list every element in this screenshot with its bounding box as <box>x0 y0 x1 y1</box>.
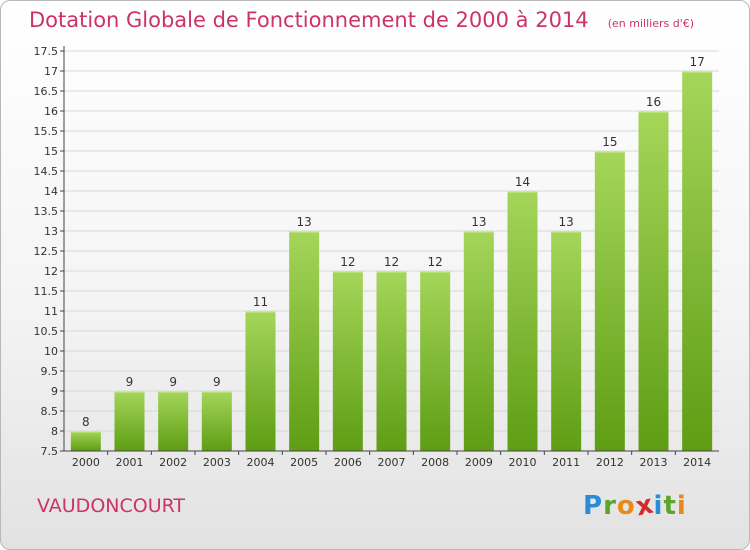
y-tick-label: 13.5 <box>34 205 59 218</box>
y-tick-label: 12 <box>44 265 58 278</box>
x-tick-label-2006: 2006 <box>334 456 362 469</box>
bar-highlight <box>682 71 713 73</box>
y-tick-label: 13 <box>44 225 58 238</box>
bar-highlight <box>158 391 189 393</box>
value-label-2001: 9 <box>126 375 134 389</box>
logo-letter: i <box>653 491 664 521</box>
bar-2014 <box>682 71 713 451</box>
value-label-2004: 11 <box>253 295 268 309</box>
bar-highlight <box>463 231 494 233</box>
value-label-2011: 13 <box>559 215 574 229</box>
x-tick-label-2000: 2000 <box>72 456 100 469</box>
x-tick-label-2011: 2011 <box>552 456 580 469</box>
bar-2001 <box>114 391 145 451</box>
bar-2005 <box>289 231 320 451</box>
y-tick-label: 9 <box>51 385 58 398</box>
x-tick-label-2014: 2014 <box>683 456 711 469</box>
value-labels: 8 9 9 9 11 13 12 12 12 13 14 13 15 16 17 <box>82 55 705 429</box>
y-tick-label: 15 <box>44 145 58 158</box>
bar-highlight <box>507 191 538 193</box>
bar-2012 <box>594 151 625 451</box>
y-tick-label: 15.5 <box>34 125 59 138</box>
bar-highlight <box>201 391 232 393</box>
y-tick-label: 14 <box>44 185 58 198</box>
x-tick-label-2012: 2012 <box>596 456 624 469</box>
y-tick-label: 10.5 <box>34 325 59 338</box>
y-tick-label: 7.5 <box>41 445 59 458</box>
y-tick-label: 11.5 <box>34 285 59 298</box>
y-tick-label: 16.5 <box>34 85 59 98</box>
value-label-2005: 13 <box>297 215 312 229</box>
bar-2010 <box>507 191 538 451</box>
value-label-2003: 9 <box>213 375 221 389</box>
logo-letter: i <box>676 491 687 521</box>
bar-highlight <box>638 111 669 113</box>
bar-highlight <box>420 271 451 273</box>
bar-2006 <box>332 271 363 451</box>
bar-2009 <box>463 231 494 451</box>
commune-name: VAUDONCOURT <box>37 495 186 517</box>
y-tick-label: 12.5 <box>34 245 59 258</box>
x-tick-label-2008: 2008 <box>421 456 449 469</box>
y-tick-label: 17 <box>44 65 58 78</box>
title-row: Dotation Globale de Fonctionnement de 20… <box>29 8 694 32</box>
x-tick-label-2010: 2010 <box>509 456 537 469</box>
bar-highlight <box>114 391 145 393</box>
bar-highlight <box>551 231 582 233</box>
value-label-2002: 9 <box>169 375 177 389</box>
bar-2013 <box>638 111 669 451</box>
value-label-2014: 17 <box>690 55 705 69</box>
value-label-2010: 14 <box>515 175 530 189</box>
bar-highlight <box>70 431 101 433</box>
bar-2008 <box>420 271 451 451</box>
logo-letter: t <box>663 491 677 521</box>
y-tick-label: 8 <box>51 425 58 438</box>
value-label-2009: 13 <box>471 215 486 229</box>
value-label-2008: 12 <box>428 255 443 269</box>
bar-highlight <box>376 271 407 273</box>
bar-2002 <box>158 391 189 451</box>
x-tick-label-2004: 2004 <box>247 456 275 469</box>
value-label-2006: 12 <box>340 255 355 269</box>
bar-highlight <box>332 271 363 273</box>
x-tick-label-2002: 2002 <box>159 456 187 469</box>
x-tick-label-2003: 2003 <box>203 456 231 469</box>
chart-title: Dotation Globale de Fonctionnement de 20… <box>29 8 589 32</box>
bar-highlight <box>594 151 625 153</box>
x-tick-label-2013: 2013 <box>640 456 668 469</box>
x-tick-label-2001: 2001 <box>116 456 144 469</box>
y-tick-label: 10 <box>44 345 58 358</box>
bar-2000 <box>70 431 101 451</box>
logo-letter: P <box>583 491 604 521</box>
y-axis-ticks: 7.5 8 8.5 9 9.5 10 10.5 11 11.5 12 12.5 13 13.5 14 14.… <box>34 45 64 458</box>
x-tick-label-2005: 2005 <box>290 456 318 469</box>
logo-letter: o <box>616 491 636 521</box>
x-axis-ticks: 2000 2001 2002 2003 2004 2005 2006 2007 2008 2009… <box>72 451 711 469</box>
bar-2003 <box>201 391 232 451</box>
bar-highlight <box>289 231 320 233</box>
value-label-2007: 12 <box>384 255 399 269</box>
proxiti-logo: Proxiti <box>583 489 687 522</box>
y-tick-label: 8.5 <box>41 405 59 418</box>
bars <box>70 71 713 451</box>
bar-2007 <box>376 271 407 451</box>
value-label-2000: 8 <box>82 415 90 429</box>
value-label-2012: 15 <box>602 135 617 149</box>
value-label-2013: 16 <box>646 95 661 109</box>
y-tick-label: 14.5 <box>34 165 59 178</box>
chart-subtitle: (en milliers d'€) <box>607 17 695 30</box>
bar-2004 <box>245 311 276 451</box>
y-tick-label: 9.5 <box>41 365 59 378</box>
x-tick-label-2009: 2009 <box>465 456 493 469</box>
y-tick-label: 11 <box>44 305 58 318</box>
logo-letter: r <box>603 491 617 521</box>
x-tick-label-2007: 2007 <box>378 456 406 469</box>
bar-2011 <box>551 231 582 451</box>
bar-highlight <box>245 311 276 313</box>
y-tick-label: 16 <box>44 105 58 118</box>
y-tick-label: 17.5 <box>34 45 59 58</box>
